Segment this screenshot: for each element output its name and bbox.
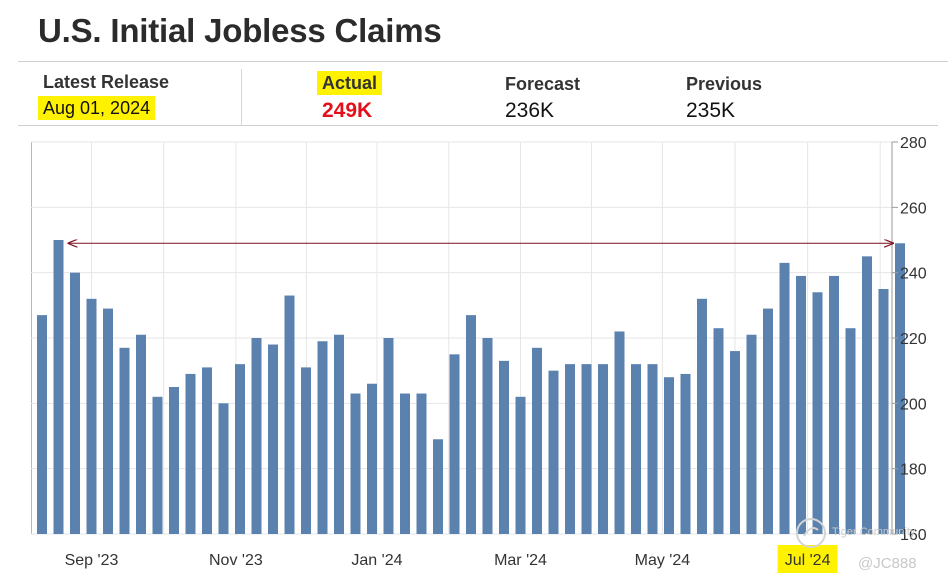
y-tick-label: 180	[900, 462, 927, 479]
actual-value: 249K	[322, 99, 373, 122]
bar	[350, 393, 361, 534]
y-tick-label: 280	[900, 135, 927, 152]
x-tick-label: Nov '23	[209, 552, 263, 569]
bar	[202, 367, 212, 534]
previous-label: Previous	[686, 74, 763, 94]
page-title: U.S. Initial Jobless Claims	[38, 12, 442, 49]
bar	[86, 298, 97, 534]
bar	[631, 364, 641, 534]
bar	[103, 308, 113, 534]
bar	[400, 393, 410, 534]
bar	[466, 315, 476, 534]
bar	[235, 364, 245, 534]
bar	[218, 403, 229, 534]
bar	[449, 354, 460, 534]
x-tick-label: May '24	[635, 552, 691, 569]
bar	[317, 341, 328, 534]
x-tick-highlight	[777, 545, 838, 573]
y-tick-label: 260	[900, 200, 927, 217]
bar	[169, 387, 179, 534]
bar	[499, 360, 509, 534]
bar	[664, 377, 674, 534]
bar	[730, 351, 740, 534]
y-tick-label: 240	[900, 266, 927, 283]
bar	[367, 383, 377, 534]
bar	[548, 370, 559, 534]
watermark-tiger-logo-icon	[796, 518, 826, 548]
stats-bottom-divider	[18, 125, 938, 126]
bar	[284, 295, 295, 534]
bar	[532, 347, 542, 534]
bar	[845, 328, 856, 534]
bar	[53, 240, 64, 534]
bar	[565, 364, 575, 534]
forecast-value: 236K	[505, 99, 555, 122]
bar	[598, 364, 608, 534]
bar	[251, 338, 262, 534]
bar	[878, 289, 889, 534]
bar	[746, 334, 757, 534]
latest-release-value: Aug 01, 2024	[38, 96, 156, 120]
bar	[515, 396, 526, 534]
stats-vertical-divider	[241, 69, 242, 125]
y-tick-label: 160	[900, 527, 927, 544]
bar	[763, 308, 773, 534]
bar	[301, 367, 311, 534]
actual-label: Actual	[317, 71, 383, 95]
bar	[70, 272, 80, 534]
bar	[482, 338, 493, 534]
bar	[416, 393, 427, 534]
bar	[697, 298, 707, 534]
bar	[152, 396, 163, 534]
stats-top-divider	[18, 61, 948, 62]
y-tick-label: 220	[900, 331, 927, 348]
bar	[185, 373, 196, 534]
bar	[268, 344, 278, 534]
forecast-label: Forecast	[505, 74, 581, 94]
bar	[119, 347, 130, 534]
bar	[680, 373, 691, 534]
bar	[383, 338, 394, 534]
bar	[647, 364, 658, 534]
x-tick-label: Sep '23	[65, 552, 119, 569]
bar	[614, 331, 625, 534]
bar	[796, 275, 806, 534]
bar	[136, 334, 146, 534]
x-tick-label: Mar '24	[494, 552, 547, 569]
x-tick-label: Jul '24	[785, 552, 831, 569]
watermark-handle: @JC888	[858, 555, 917, 572]
bar	[812, 292, 823, 534]
bar	[713, 328, 724, 534]
bar	[895, 243, 905, 534]
previous-value: 235K	[686, 99, 736, 122]
bar	[433, 439, 443, 534]
bar	[829, 275, 839, 534]
latest-release-label: Latest Release	[43, 72, 170, 92]
watermark-brand: Tiger Community	[832, 526, 916, 538]
bar	[37, 315, 47, 534]
actual-label-text: Actual	[317, 71, 383, 95]
x-tick-label: Jan '24	[351, 552, 402, 569]
bar	[779, 262, 790, 534]
latest-release-date: Aug 01, 2024	[38, 96, 156, 120]
bar	[581, 364, 592, 534]
bar	[862, 256, 872, 534]
bar	[334, 334, 344, 534]
y-tick-label: 200	[900, 396, 927, 413]
